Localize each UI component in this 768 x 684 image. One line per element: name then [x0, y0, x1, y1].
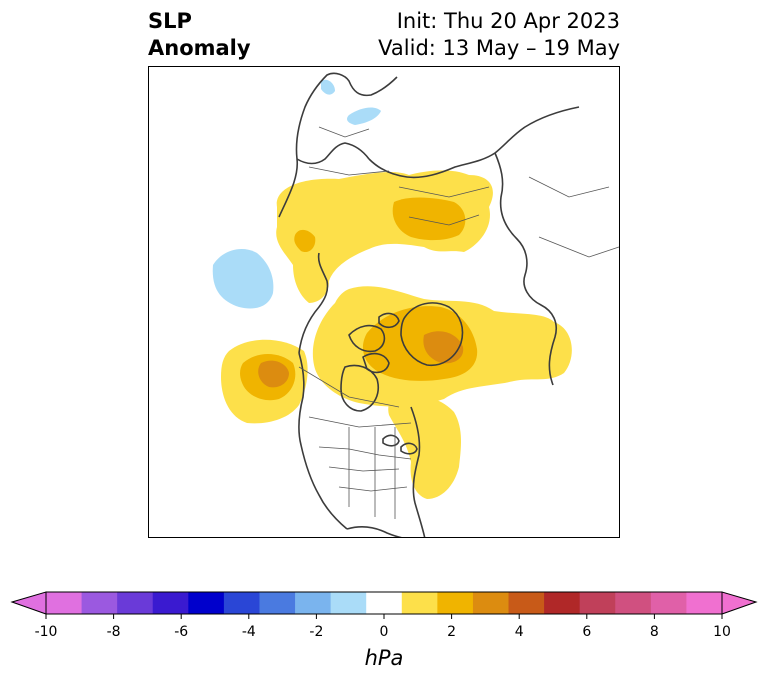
colorbar-cell [437, 592, 474, 614]
colorbar-cells [46, 592, 723, 614]
map-title: SLP Anomaly [148, 8, 251, 62]
colorbar-cell [579, 592, 616, 614]
colorbar-tick-label: 10 [713, 624, 731, 640]
positive-anomaly-layer [221, 170, 572, 499]
negative-anomaly-layer [212, 79, 381, 309]
colorbar-cell [152, 592, 189, 614]
coastlines [278, 72, 580, 537]
colorbar-tick-label: -4 [241, 624, 256, 640]
title-line-2: Anomaly [148, 36, 251, 60]
political-borders [298, 126, 619, 519]
colorbar-tick-label: -10 [34, 624, 58, 640]
colorbar-cell [259, 592, 296, 614]
slp-anomaly-map [148, 66, 620, 538]
anomaly-eastern-us [388, 394, 462, 499]
anomaly-mediterranean [347, 107, 381, 125]
colorbar-tick-label: 0 [379, 624, 389, 640]
colorbar-cell [295, 592, 332, 614]
colorbar [10, 591, 758, 619]
valid-range: Valid: 13 May – 19 May [378, 36, 620, 60]
colorbar-under-triangle [10, 591, 47, 615]
colorbar-cell [188, 592, 225, 614]
colorbar-cell [117, 592, 154, 614]
colorbar-cell [401, 592, 438, 614]
colorbar-tick-label: 6 [582, 624, 592, 640]
init-date: Init: Thu 20 Apr 2023 [396, 9, 620, 33]
colorbar-cell [81, 592, 118, 614]
colorbar-cell [366, 592, 403, 614]
colorbar-cell [544, 592, 581, 614]
colorbar-cell [650, 592, 687, 614]
anomaly-siberia-core [392, 197, 466, 241]
colorbar-cell [223, 592, 260, 614]
title-line-1: SLP [148, 9, 192, 33]
colorbar-tick-label: 2 [447, 624, 457, 640]
colorbar-tick-label: 4 [514, 624, 524, 640]
init-valid-info: Init: Thu 20 Apr 2023 Valid: 13 May – 19… [378, 8, 620, 62]
colorbar-tick-label: -2 [309, 624, 324, 640]
colorbar-cell [615, 592, 652, 614]
colorbar-cell [472, 592, 510, 614]
colorbar-over-triangle [721, 591, 758, 615]
colorbar-cell [508, 592, 545, 614]
colorbar-tick-label: -8 [106, 624, 121, 640]
colorbar-tick-label: -6 [174, 624, 189, 640]
colorbar-unit-label: hPa [364, 646, 404, 670]
map-canvas [212, 72, 619, 537]
colorbar-cell [686, 592, 723, 614]
colorbar-cell [330, 592, 367, 614]
colorbar-cell [46, 592, 83, 614]
anomaly-bering [212, 249, 274, 309]
colorbar-ticks [45, 614, 723, 619]
colorbar-tick-label: 8 [649, 624, 659, 640]
